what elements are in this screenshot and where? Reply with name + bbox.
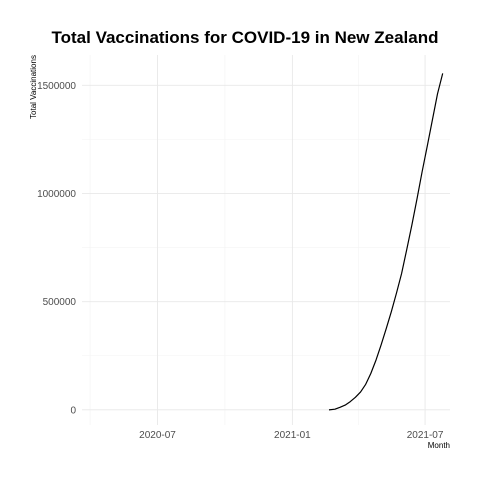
series-layer xyxy=(328,73,444,411)
chart-title: Total Vaccinations for COVID-19 in New Z… xyxy=(52,28,439,47)
series-line xyxy=(328,73,444,411)
y-tick-label: 500000 xyxy=(43,297,77,308)
x-tick-label: 2021-07 xyxy=(407,430,444,441)
x-tick-label: 2021-01 xyxy=(274,430,311,441)
grid-lines xyxy=(82,55,450,425)
y-axis-label: Total Vaccinations xyxy=(29,55,38,119)
y-tick-label: 1000000 xyxy=(37,189,76,200)
y-tick-label: 1500000 xyxy=(37,81,76,92)
y-tick-label: 0 xyxy=(70,405,76,416)
tick-labels: 0 500000 1000000 1500000 2020-07 2021-01 2021-… xyxy=(37,81,444,441)
x-tick-label: 2020-07 xyxy=(139,430,176,441)
x-axis-label: Month xyxy=(428,441,450,450)
